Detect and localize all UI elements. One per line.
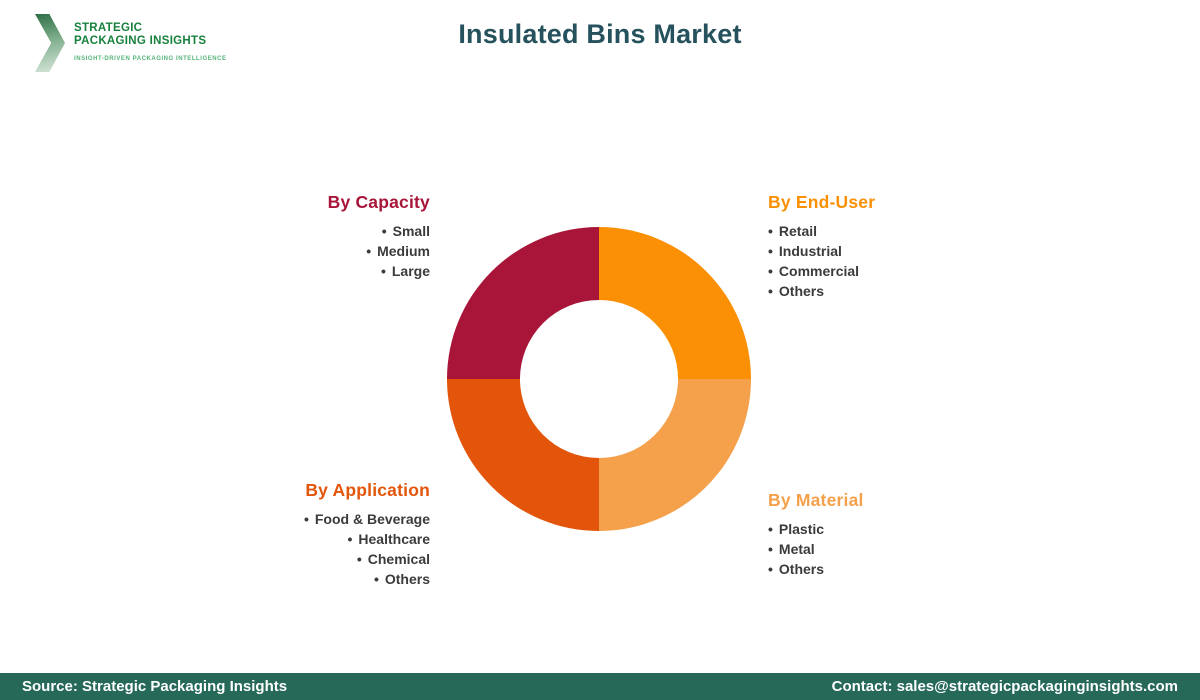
segment-group-by-end-user: By End-User Retail Industrial Commercial… — [768, 192, 875, 301]
segment-item: Commercial — [768, 261, 875, 281]
segment-items: Plastic Metal Others — [768, 519, 864, 579]
segment-heading-by-application: By Application — [305, 480, 430, 500]
page-title: Insulated Bins Market — [458, 19, 742, 49]
segment-heading-by-material: By Material — [768, 490, 864, 510]
segment-item: Food & Beverage — [304, 509, 430, 529]
segment-item: Others — [768, 559, 864, 579]
segment-item: Industrial — [768, 241, 875, 261]
segment-items: Retail Industrial Commercial Others — [768, 221, 875, 301]
segment-item: Metal — [768, 539, 864, 559]
segment-group-by-application: By Application Food & Beverage Healthcar… — [304, 480, 430, 589]
segment-item: Others — [304, 569, 430, 589]
segment-heading-by-end-user: By End-User — [768, 192, 876, 212]
logo-line1: STRATEGIC — [74, 22, 143, 34]
logo-text: STRATEGIC PACKAGING INSIGHTS INSIGHT-DRI… — [74, 14, 227, 72]
segment-group-by-capacity: By Capacity Small Medium Large — [328, 192, 430, 281]
footer-bar: Source: Strategic Packaging Insights Con… — [0, 673, 1200, 700]
segment-item: Small — [328, 221, 430, 241]
segment-group-by-material: By Material Plastic Metal Others — [768, 490, 864, 579]
segment-items: Food & Beverage Healthcare Chemical Othe… — [304, 509, 430, 589]
logo-line2: PACKAGING INSIGHTS — [74, 35, 207, 47]
segment-items: Small Medium Large — [328, 221, 430, 281]
donut-chart — [447, 227, 751, 531]
segment-item: Others — [768, 281, 875, 301]
segment-item: Large — [328, 261, 430, 281]
donut-segment-by-capacity — [447, 227, 599, 379]
segment-item: Chemical — [304, 549, 430, 569]
footer-source-text: Source: Strategic Packaging Insights — [22, 678, 288, 695]
segment-heading-by-capacity: By Capacity — [327, 192, 430, 212]
segment-item: Plastic — [768, 519, 864, 539]
logo-tagline: INSIGHT-DRIVEN PACKAGING INTELLIGENCE — [74, 56, 227, 62]
donut-segment-by-material — [599, 379, 751, 531]
footer-contact-text: Contact: sales@strategicpackaginginsight… — [831, 678, 1178, 695]
donut-segment-by-end-user — [599, 227, 751, 379]
logo: STRATEGIC PACKAGING INSIGHTS INSIGHT-DRI… — [35, 14, 227, 72]
segment-item: Medium — [328, 241, 430, 261]
segment-item: Retail — [768, 221, 875, 241]
segment-item: Healthcare — [304, 529, 430, 549]
donut-segment-by-application — [447, 379, 599, 531]
